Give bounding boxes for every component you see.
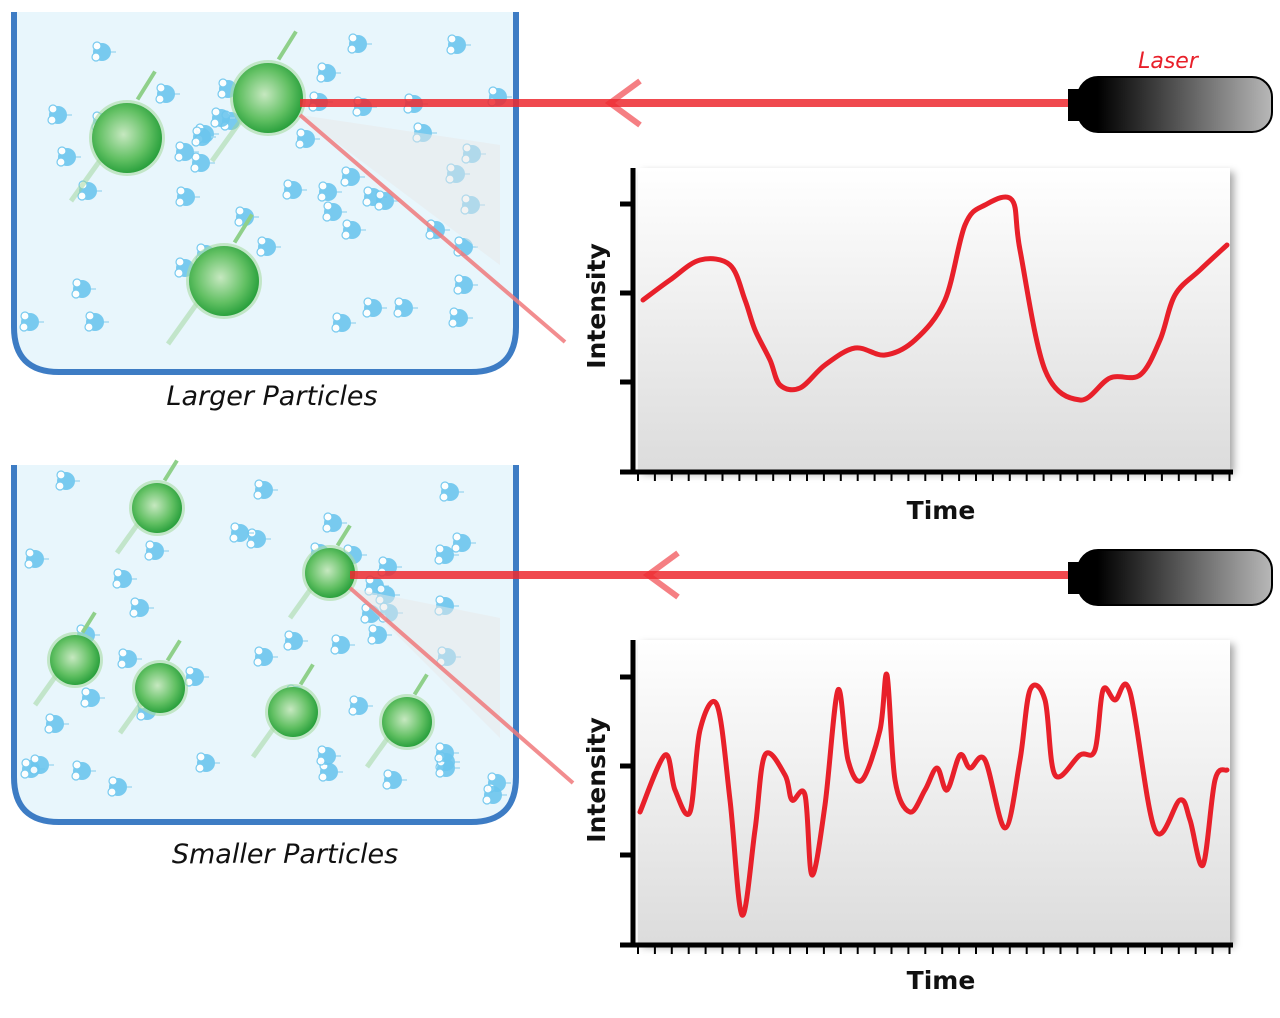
solvent-molecule [340,166,365,187]
laser-device [1077,76,1273,133]
solvent-molecule [117,648,142,669]
solvent-molecule [29,754,54,775]
caption-larger-particles: Larger Particles [166,381,377,412]
solvent-molecule [348,695,373,716]
particle [382,697,432,747]
particle [189,246,259,316]
motion-arrow [162,459,179,482]
solvent-molecule [451,532,476,553]
solvent-molecule [144,540,169,561]
solvent-molecule [190,152,215,173]
y-axis-label-top: Intensity [582,243,611,369]
particle [92,103,162,173]
caption-smaller-particles: Smaller Particles [172,839,398,870]
solvent-molecule [382,769,407,790]
particle [135,663,185,713]
solvent-molecule [318,761,343,782]
solvent-molecule [331,312,356,333]
solvent-molecule [71,760,96,781]
sample-container [11,465,519,825]
laser-device [1077,549,1273,606]
smaller-particles-panel [11,459,1273,954]
scatter-cone [300,115,500,265]
solvent-molecule [129,597,154,618]
solvent-molecule [374,190,399,211]
solvent-molecule [347,33,372,54]
larger-particles-panel [11,12,1273,481]
solvent-molecule [195,752,220,773]
solvent-molecule [316,745,341,766]
solvent-molecule [191,126,216,147]
x-axis-label-bottom: Time [907,966,976,995]
motion-arrow [276,30,298,61]
motion-arrow [335,524,352,547]
motion-arrow [412,673,429,696]
particle [305,548,355,598]
scatter-cone [350,588,500,738]
solvent-molecule [210,107,235,128]
scattered-light-ray [348,586,575,785]
solvent-molecule [317,181,342,202]
solvent-molecule [112,568,137,589]
solvent-molecule [44,713,69,734]
intensity-trace [640,194,1230,403]
scattered-light-ray [298,113,567,344]
solvent-molecule [80,687,105,708]
solvent-molecule [453,274,478,295]
solvent-molecule [434,742,459,763]
solvent-molecule [155,83,180,104]
particle [132,483,182,533]
solvent-molecule [283,630,308,651]
motion-arrow [135,70,157,101]
solvent-molecule [47,104,72,125]
solvent-molecule [175,186,200,207]
solvent-molecule [330,634,355,655]
motion-arrow [232,213,254,244]
solvent-molecule [84,311,109,332]
particle [50,635,100,685]
solvent-molecule [256,236,281,257]
laser-label: Laser [1138,49,1200,74]
solvent-molecule [448,307,473,328]
solvent-molecule [322,201,347,222]
solvent-molecule [282,179,307,200]
solvent-molecule [341,219,366,240]
solvent-molecule [393,297,418,318]
solvent-molecule [253,646,278,667]
motion-arrow [298,663,315,686]
y-axis-label-bottom: Intensity [582,717,611,843]
particle [268,687,318,737]
solvent-molecule [229,522,254,543]
solvent-molecule [322,512,347,533]
motion-arrow [165,639,182,662]
solvent-molecule [174,141,199,162]
motion-arrow [80,611,97,634]
solvent-molecule [24,548,49,569]
beam-direction-arrow [604,78,642,128]
solvent-molecule [316,62,341,83]
solvent-molecule [107,776,132,797]
solvent-molecule [446,34,471,55]
x-axis-label-top: Time [907,496,976,525]
solvent-molecule [91,41,116,62]
solvent-molecule [253,479,278,500]
particle [233,63,303,133]
solvent-molecule [482,784,507,805]
solvent-molecule [56,146,81,167]
solvent-molecule [434,544,459,565]
solvent-molecule [295,128,320,149]
solvent-molecule [55,470,80,491]
solvent-molecule [362,297,387,318]
intensity-trace [637,671,1230,918]
solvent-molecule [19,311,44,332]
sample-container [11,12,519,375]
solvent-molecule [367,624,392,645]
beam-direction-arrow [642,550,680,600]
solvent-molecule [71,278,96,299]
solvent-molecule [439,481,464,502]
